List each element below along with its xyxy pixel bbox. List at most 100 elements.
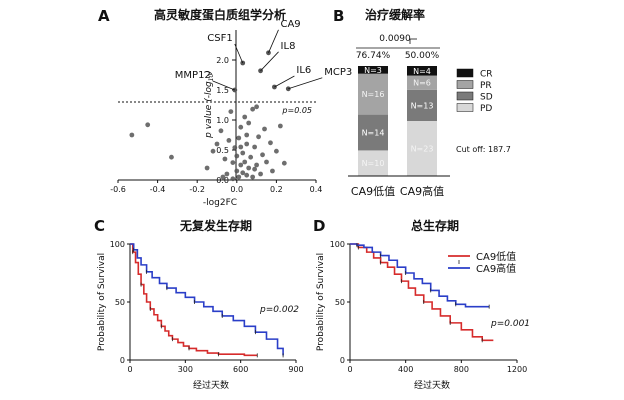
panel-a-y-tick-label: 0.0 xyxy=(216,176,229,185)
panel-d-legend-label: CA9高值 xyxy=(476,262,516,275)
panel-a-gene-leader xyxy=(274,75,295,88)
panel-a-gene-leader xyxy=(234,43,244,64)
panel-a-y-tick-label: 1.0 xyxy=(216,116,229,125)
panel-a-point xyxy=(246,120,252,126)
panel-a-point xyxy=(226,138,232,143)
panel-b-bar-segment xyxy=(358,66,388,74)
panel-a-point xyxy=(232,145,238,151)
panel-a-point xyxy=(234,168,240,174)
panel-c-survival: C 无复发生存期 0 300 600 900 0 50 100 p=0.002 经过天数 P… xyxy=(94,217,304,391)
panel-a-gene-label: MCP3 xyxy=(324,67,352,78)
panel-a-x-label: -log2FC xyxy=(203,198,237,208)
panel-a-gene-leader xyxy=(260,51,279,72)
panel-a-point xyxy=(262,126,267,132)
panel-c-x-label: 经过天数 xyxy=(193,379,229,391)
panel-a-y-tick-label: 1.5 xyxy=(216,86,229,95)
panel-a-point xyxy=(252,144,258,150)
panel-b-bar-segment xyxy=(407,75,437,90)
panel-b-bar-segment xyxy=(407,66,437,76)
panel-b-segment-label: N=10 xyxy=(362,159,385,168)
panel-a-gene-label: MMP12 xyxy=(175,70,211,81)
x-tick-label: 400 xyxy=(398,365,413,374)
panel-d-label: D xyxy=(313,217,325,235)
survival-curve xyxy=(350,243,494,342)
panel-b-category-label: CA9高值 xyxy=(400,184,444,198)
panel-d-curves xyxy=(350,243,494,343)
panel-a-point xyxy=(238,144,244,150)
panel-a-point xyxy=(244,141,250,147)
panel-a-point xyxy=(268,140,273,146)
panel-a-point xyxy=(214,141,220,147)
panel-b-segment-label: N=14 xyxy=(362,129,385,138)
x-tick-label: 800 xyxy=(454,365,469,374)
y-tick-label: 0 xyxy=(340,356,345,365)
panel-d-x-label: 经过天数 xyxy=(414,379,450,391)
panel-a-point xyxy=(145,122,151,128)
panel-d-legend-label: CA9低值 xyxy=(476,250,516,263)
panel-b-legend-label: SD xyxy=(480,93,493,103)
y-tick-label: 0 xyxy=(120,356,125,365)
x-tick-label: 0 xyxy=(127,365,132,374)
y-tick-label: 50 xyxy=(335,298,345,307)
panel-a-point xyxy=(244,172,250,178)
survival-curve xyxy=(130,243,284,356)
panel-b-p-value: 0.0090 xyxy=(379,34,411,44)
panel-a-point xyxy=(258,171,263,177)
panel-a-y-tick-label: 2.0 xyxy=(216,56,229,65)
panel-c-y-label: Probability of Survival xyxy=(97,253,107,351)
panel-b-stacked-bar: B 治疗缓解率 0.0090 N=10 N=14 N=16 N=3 76.74% CA9低… xyxy=(333,7,511,198)
panel-a-y-label: p value (-log10) xyxy=(204,70,215,139)
x-tick-label: 900 xyxy=(288,365,303,374)
panel-a-point xyxy=(246,165,252,171)
panel-b-legend-swatch xyxy=(456,68,474,78)
panel-a-point xyxy=(228,109,234,114)
panel-a-point xyxy=(218,128,224,134)
panel-a-point xyxy=(250,106,256,112)
panel-c-curves xyxy=(130,243,284,358)
panel-b-segment-label: N=6 xyxy=(413,79,431,88)
panel-a-x-ticks: -0.6 -0.4 -0.2 0.0 0.2 0.4 xyxy=(110,180,322,194)
panel-b-category-label: CA9低值 xyxy=(351,185,395,198)
panel-b-percent-label: 76.74% xyxy=(356,51,391,61)
panel-a-labeled-genes: CSF1 CA9 IL8 IL6 MCP3 MMP12 xyxy=(175,19,352,93)
panel-b-segment-label: N=13 xyxy=(411,101,434,110)
panel-b-legend-swatch xyxy=(456,80,474,89)
panel-a-x-tick-label: 0.4 xyxy=(310,185,323,194)
panel-a-points xyxy=(129,104,287,182)
panel-a-label: A xyxy=(98,7,110,25)
panel-a-point xyxy=(222,156,228,162)
panel-a-volcano-plot: A 高灵敏度蛋白质组学分析 -0.6 -0.4 -0.2 0.0 0.2 0.4 0.00… xyxy=(98,7,352,208)
panel-a-x-tick-label: -0.6 xyxy=(110,185,126,194)
panel-a-gene-leader xyxy=(212,80,235,91)
panel-a-point xyxy=(204,165,210,171)
panel-b-title: 治疗缓解率 xyxy=(365,7,425,22)
panel-c-ticks: 0 300 600 900 0 50 100 xyxy=(110,240,304,374)
panel-b-segment-label: N=16 xyxy=(362,90,385,99)
panel-a-point xyxy=(264,159,269,165)
panel-d-ticks: 0 400 800 1200 0 50 100 xyxy=(330,240,527,374)
panel-a-point xyxy=(240,150,246,156)
survival-curve xyxy=(350,243,490,308)
panel-b-segment-label: N=23 xyxy=(411,145,434,154)
panel-a-point xyxy=(242,114,248,120)
panel-a-gene-leader xyxy=(288,77,323,90)
x-tick-label: 1200 xyxy=(507,365,527,374)
panel-a-point xyxy=(260,152,265,158)
panel-a-point xyxy=(224,171,230,177)
panel-a-y-ticks: 0.0 0.5 1.0 1.5 2.0 xyxy=(216,56,236,185)
panel-b-percent-label: 50.00% xyxy=(405,51,440,61)
panel-a-threshold-label: p=0.05 xyxy=(281,106,312,115)
panel-a-gene-leader xyxy=(268,29,279,53)
panel-a-point xyxy=(270,168,275,174)
panel-b-bar-segment xyxy=(358,150,388,176)
panel-d-y-label: Probability of Survival xyxy=(316,253,326,351)
x-tick-label: 600 xyxy=(233,365,248,374)
panel-b-bar-segment xyxy=(407,89,437,121)
panel-a-point xyxy=(210,148,216,154)
panel-a-x-tick-label: -0.4 xyxy=(150,185,166,194)
panel-a-point xyxy=(277,123,283,129)
panel-a-point xyxy=(248,154,254,160)
x-tick-label: 0 xyxy=(347,365,352,374)
